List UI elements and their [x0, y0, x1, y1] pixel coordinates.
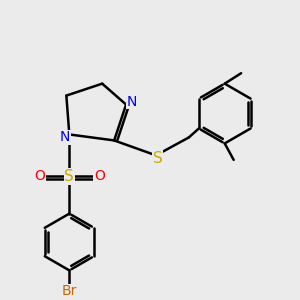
- Text: O: O: [94, 169, 105, 183]
- Text: S: S: [153, 151, 162, 166]
- Text: N: N: [126, 94, 137, 109]
- Text: S: S: [64, 169, 74, 184]
- Text: Br: Br: [61, 284, 77, 298]
- Text: N: N: [60, 130, 70, 144]
- Text: O: O: [34, 169, 45, 183]
